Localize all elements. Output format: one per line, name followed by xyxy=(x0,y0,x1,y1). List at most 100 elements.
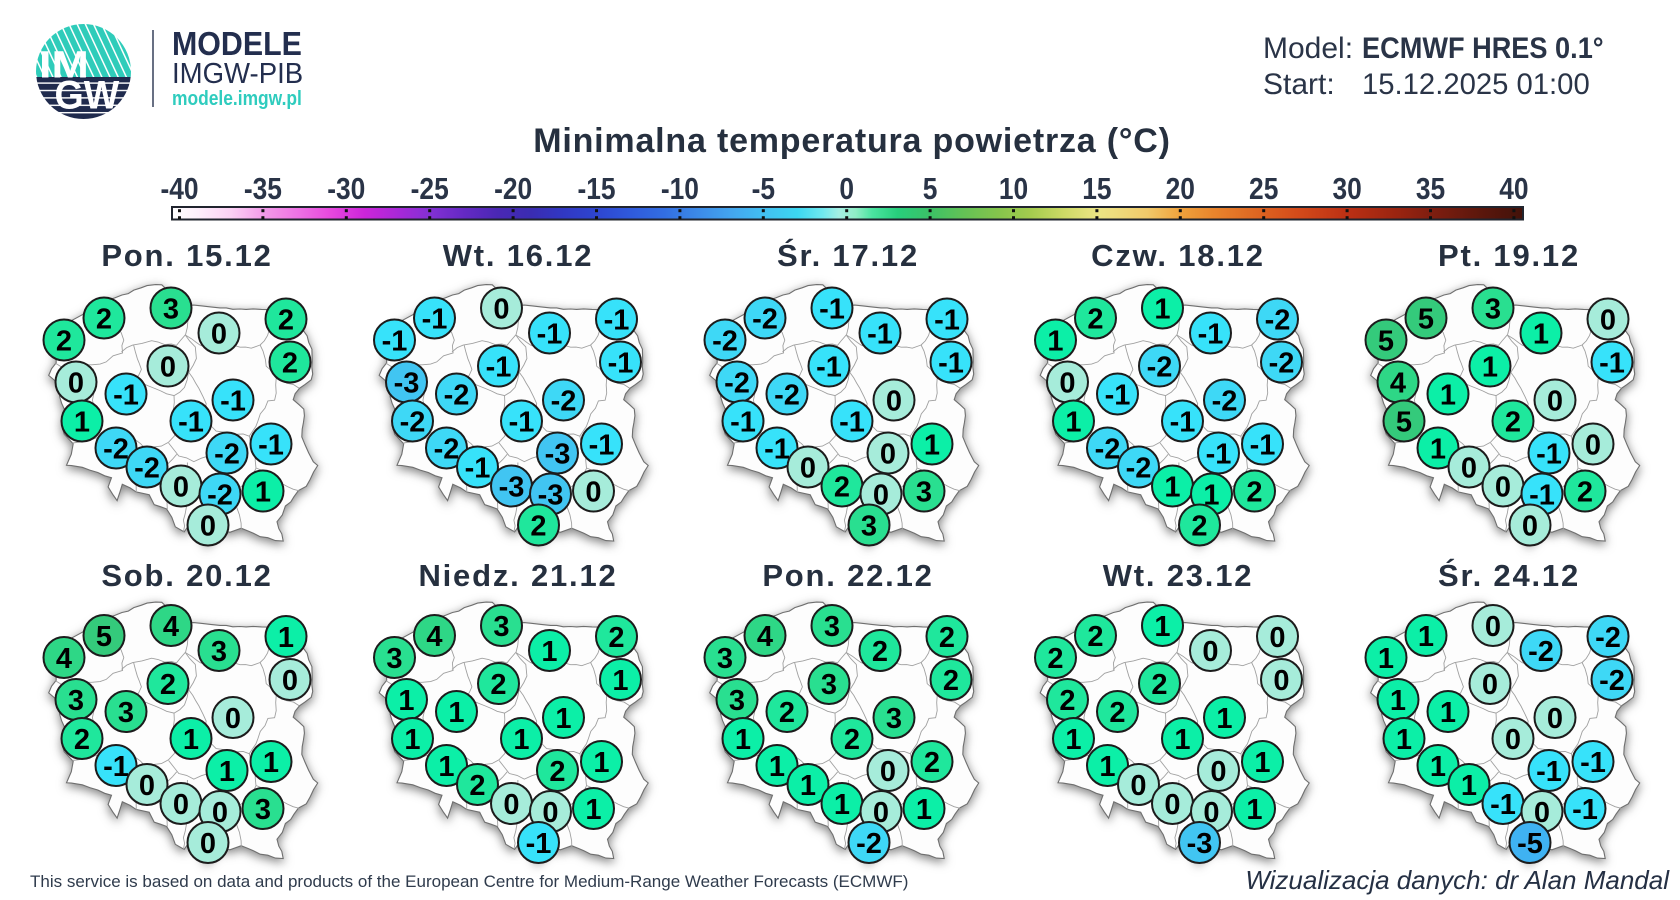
svg-text:-1: -1 xyxy=(103,751,129,783)
svg-text:1: 1 xyxy=(1174,724,1190,756)
svg-text:3: 3 xyxy=(717,643,733,675)
svg-text:5: 5 xyxy=(1418,303,1434,335)
svg-text:-2: -2 xyxy=(712,325,738,357)
svg-text:-2: -2 xyxy=(1269,347,1295,379)
svg-text:-1: -1 xyxy=(178,406,204,438)
svg-text:-1: -1 xyxy=(422,303,448,335)
svg-text:3: 3 xyxy=(118,697,134,729)
svg-text:-3: -3 xyxy=(394,367,420,399)
svg-text:2: 2 xyxy=(1059,685,1075,717)
svg-text:-1: -1 xyxy=(1170,406,1196,438)
svg-text:-30: -30 xyxy=(327,172,365,206)
svg-text:0: 0 xyxy=(1210,756,1226,788)
svg-text:-1: -1 xyxy=(1572,794,1598,826)
svg-text:5: 5 xyxy=(923,172,938,206)
svg-text:1: 1 xyxy=(541,636,557,668)
svg-text:0: 0 xyxy=(1505,724,1521,756)
svg-text:-1: -1 xyxy=(1536,438,1562,470)
svg-text:3: 3 xyxy=(493,611,509,643)
svg-text:3: 3 xyxy=(386,643,402,675)
svg-text:25: 25 xyxy=(1249,172,1278,206)
svg-text:0: 0 xyxy=(1203,797,1219,829)
svg-text:-1: -1 xyxy=(509,406,535,438)
svg-text:1: 1 xyxy=(612,665,628,697)
svg-text:-2: -2 xyxy=(1095,433,1121,465)
svg-text:0: 0 xyxy=(503,789,519,821)
svg-text:1: 1 xyxy=(448,697,464,729)
svg-text:4: 4 xyxy=(56,643,72,675)
svg-text:1: 1 xyxy=(255,476,271,508)
svg-text:-2: -2 xyxy=(1528,636,1554,668)
svg-text:1: 1 xyxy=(1390,685,1406,717)
svg-text:0: 0 xyxy=(1485,611,1501,643)
svg-text:2: 2 xyxy=(74,724,90,756)
svg-text:2: 2 xyxy=(834,471,850,503)
svg-text:1: 1 xyxy=(1065,406,1081,438)
svg-text:2: 2 xyxy=(1505,406,1521,438)
svg-text:0: 0 xyxy=(800,452,816,484)
svg-text:0: 0 xyxy=(886,385,902,417)
svg-text:1: 1 xyxy=(1203,479,1219,511)
svg-text:0: 0 xyxy=(1164,789,1180,821)
svg-text:3: 3 xyxy=(861,510,877,542)
svg-text:0: 0 xyxy=(1534,797,1550,829)
svg-text:1: 1 xyxy=(183,724,199,756)
svg-text:2: 2 xyxy=(1577,476,1593,508)
svg-text:1: 1 xyxy=(1154,611,1170,643)
svg-text:1: 1 xyxy=(438,751,454,783)
svg-text:-1: -1 xyxy=(764,433,790,465)
svg-text:0: 0 xyxy=(211,318,227,350)
svg-text:3: 3 xyxy=(886,703,902,735)
svg-text:2: 2 xyxy=(1191,510,1207,542)
svg-text:-1: -1 xyxy=(730,406,756,438)
svg-text:-1: -1 xyxy=(1490,789,1516,821)
svg-text:-1: -1 xyxy=(113,379,139,411)
svg-text:-2: -2 xyxy=(1595,622,1621,654)
svg-text:2: 2 xyxy=(530,510,546,542)
svg-text:-1: -1 xyxy=(608,347,634,379)
svg-text:2: 2 xyxy=(1087,303,1103,335)
svg-text:-2: -2 xyxy=(724,367,750,399)
svg-text:30: 30 xyxy=(1332,172,1361,206)
svg-text:-2: -2 xyxy=(434,433,460,465)
svg-text:1: 1 xyxy=(219,756,235,788)
svg-text:3: 3 xyxy=(163,293,179,325)
svg-text:-2: -2 xyxy=(1126,452,1152,484)
svg-text:2: 2 xyxy=(160,669,176,701)
svg-text:-40: -40 xyxy=(160,172,198,206)
svg-text:IM: IM xyxy=(39,43,89,86)
svg-text:2: 2 xyxy=(1246,476,1262,508)
svg-text:2: 2 xyxy=(56,325,72,357)
svg-text:-1: -1 xyxy=(486,351,512,383)
svg-text:2: 2 xyxy=(96,303,112,335)
svg-text:-2: -2 xyxy=(134,452,160,484)
svg-text:0: 0 xyxy=(225,703,241,735)
svg-text:1: 1 xyxy=(263,747,279,779)
svg-text:0: 0 xyxy=(1269,622,1285,654)
svg-text:2: 2 xyxy=(1047,643,1063,675)
svg-text:4: 4 xyxy=(163,611,179,643)
svg-text:5: 5 xyxy=(1396,406,1412,438)
svg-text:-35: -35 xyxy=(244,172,282,206)
svg-text:15: 15 xyxy=(1082,172,1111,206)
svg-text:-20: -20 xyxy=(494,172,532,206)
svg-text:1: 1 xyxy=(1047,325,1063,357)
svg-text:1: 1 xyxy=(1396,724,1412,756)
svg-text:0: 0 xyxy=(139,770,155,802)
svg-text:-1: -1 xyxy=(1198,318,1224,350)
svg-text:-1: -1 xyxy=(1250,429,1276,461)
svg-text:-5: -5 xyxy=(752,172,775,206)
svg-text:-1: -1 xyxy=(1580,747,1606,779)
svg-text:2: 2 xyxy=(939,622,955,654)
svg-text:0: 0 xyxy=(200,510,216,542)
svg-text:1: 1 xyxy=(555,703,571,735)
svg-text:3: 3 xyxy=(824,611,840,643)
svg-text:0: 0 xyxy=(200,828,216,860)
svg-text:-3: -3 xyxy=(499,471,525,503)
svg-text:-1: -1 xyxy=(816,351,842,383)
svg-text:-10: -10 xyxy=(661,172,699,206)
svg-text:-1: -1 xyxy=(1536,756,1562,788)
svg-text:4: 4 xyxy=(757,621,773,653)
svg-text:-5: -5 xyxy=(1517,828,1543,860)
svg-text:1: 1 xyxy=(1430,433,1446,465)
